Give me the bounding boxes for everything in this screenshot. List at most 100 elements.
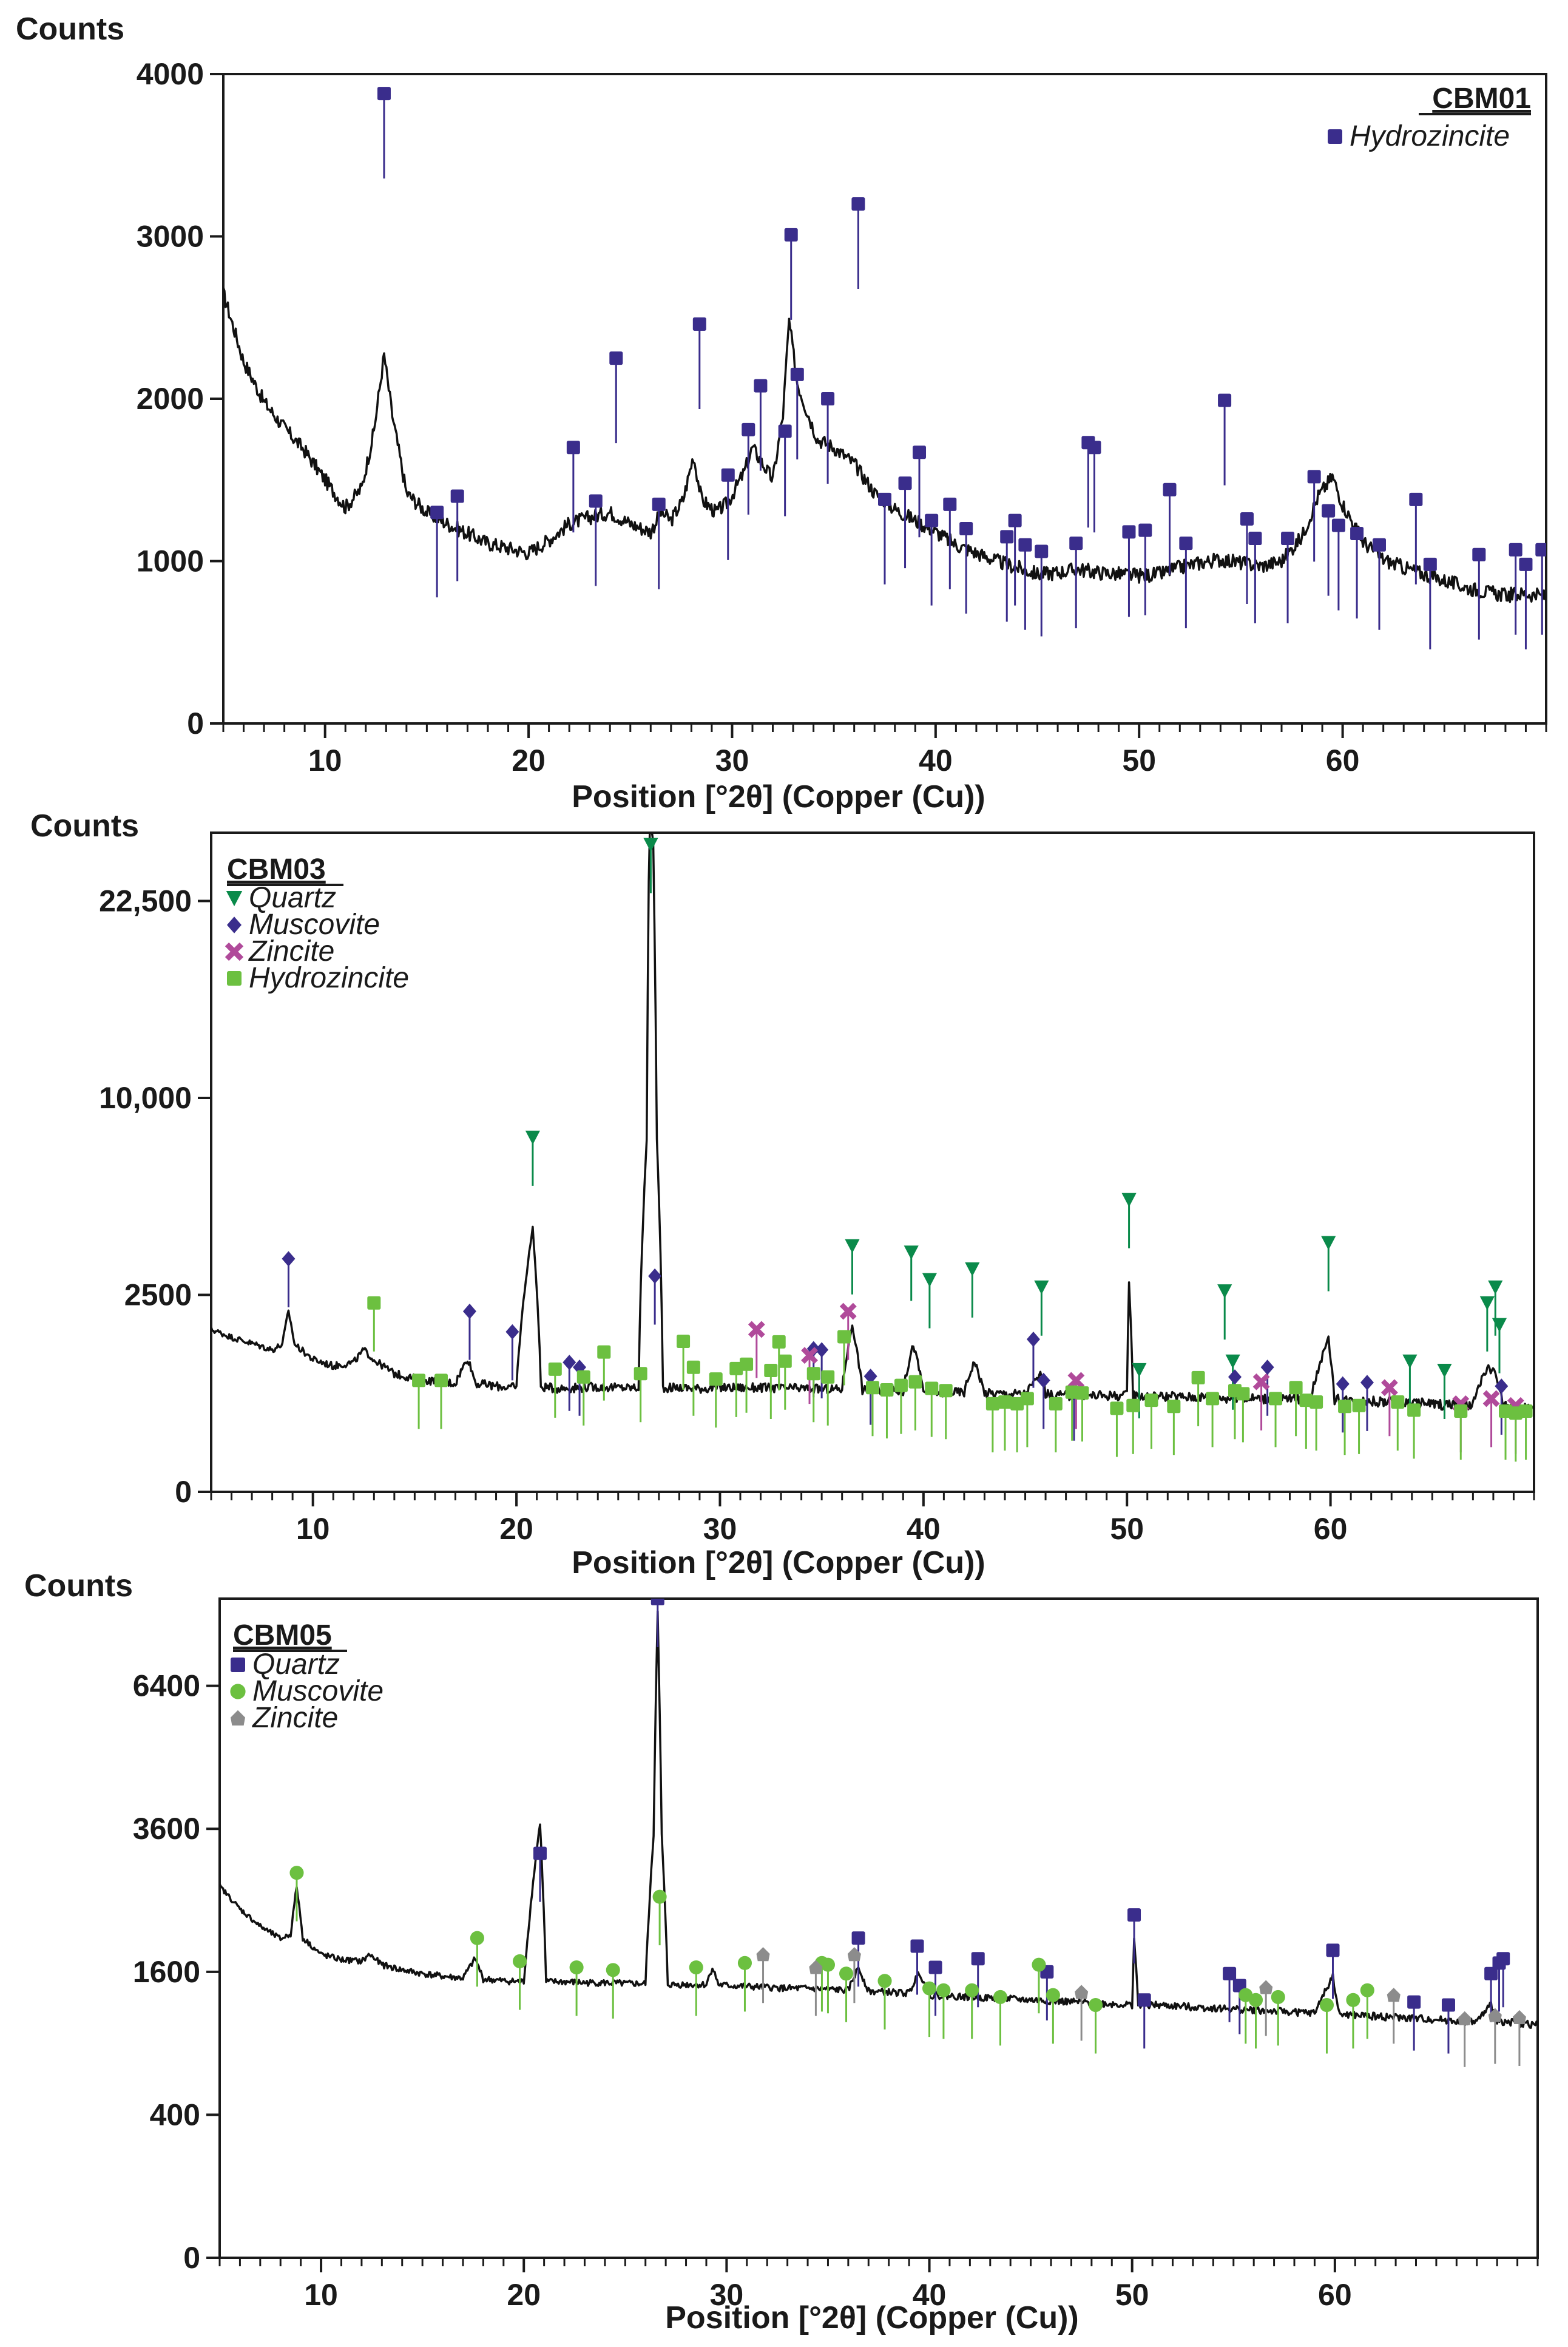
panel-label: CBM05	[233, 1619, 332, 1651]
peak-marker	[922, 1981, 937, 1996]
peak-marker	[1499, 1404, 1513, 1418]
peak-marker	[1409, 492, 1423, 506]
peak-marker	[1067, 1372, 1085, 1389]
peak-marker	[1191, 1370, 1205, 1384]
peak-marker	[548, 1362, 562, 1376]
legend-marker	[226, 891, 243, 907]
peak-marker	[377, 87, 391, 101]
peak-marker	[1217, 1284, 1232, 1299]
peak-marker	[821, 1370, 835, 1384]
peak-marker	[729, 1361, 743, 1375]
peak-marker	[1240, 512, 1254, 526]
peak-marker	[936, 1983, 951, 1997]
x-tick-label: 30	[710, 2278, 744, 2312]
peak-marker	[1179, 537, 1193, 550]
peak-marker	[1322, 504, 1336, 518]
peak-marker	[939, 1384, 953, 1398]
peak-marker	[1509, 1406, 1522, 1420]
peak-marker	[1309, 1395, 1323, 1409]
phase-series-zincite	[756, 1947, 1526, 2067]
peak-marker	[1454, 1404, 1468, 1418]
peak-marker	[1137, 1993, 1151, 2007]
peak-marker	[1269, 1392, 1283, 1406]
peak-marker	[845, 1239, 860, 1253]
legend-marker	[230, 1684, 246, 1699]
peak-marker	[1482, 1390, 1500, 1407]
peak-marker	[1121, 1193, 1137, 1207]
peak-marker	[925, 513, 939, 527]
x-tick-label: 40	[907, 1512, 941, 1546]
peak-marker	[1509, 543, 1522, 557]
y-axis-title: Counts	[16, 12, 124, 47]
peak-marker	[1391, 1395, 1405, 1409]
legend-marker	[231, 1710, 245, 1726]
x-tick-label: 50	[1110, 1512, 1144, 1546]
peak-marker	[576, 1370, 590, 1384]
peak-marker	[1126, 1398, 1140, 1412]
peak-marker	[1437, 1363, 1452, 1378]
peak-marker	[1008, 513, 1022, 527]
peak-marker	[1407, 1995, 1421, 2009]
legend-marker	[227, 916, 242, 933]
x-tick-label: 10	[296, 1512, 330, 1546]
peak-marker	[878, 492, 891, 506]
peak-marker	[450, 489, 464, 503]
peak-marker	[652, 1889, 667, 1904]
y-tick-label: 0	[183, 2241, 200, 2275]
panel-label: CBM03	[227, 853, 326, 886]
peak-marker	[686, 1360, 700, 1374]
peak-marker	[778, 1354, 792, 1368]
peak-marker	[1496, 1952, 1510, 1966]
peak-marker	[1458, 2011, 1472, 2025]
y-tick-label: 1600	[133, 1955, 200, 1989]
x-tick-label: 40	[919, 743, 953, 777]
x-tick-label: 10	[308, 743, 342, 777]
peak-marker	[412, 1373, 426, 1387]
peak-marker	[689, 1960, 703, 1975]
peak-marker	[1127, 1908, 1141, 1922]
peak-marker	[1331, 518, 1345, 532]
peak-marker	[289, 1866, 304, 1880]
peak-marker	[597, 1345, 611, 1359]
peak-marker	[1046, 1988, 1060, 2002]
x-axis-title: Position [°2θ] (Copper (Cu))	[572, 779, 985, 815]
phase-series-hydrozincite	[377, 87, 1546, 649]
x-tick-label: 10	[304, 2278, 338, 2312]
peak-marker	[754, 379, 768, 393]
y-tick-label: 2000	[137, 382, 204, 416]
legend-label: Muscovite	[249, 909, 380, 941]
peak-marker	[1441, 1998, 1455, 2012]
peak-marker	[1326, 1943, 1340, 1957]
peak-marker	[1350, 527, 1364, 541]
peak-marker	[1512, 2010, 1526, 2025]
peak-marker	[1380, 1379, 1398, 1397]
peak-marker	[648, 1268, 662, 1284]
peak-marker	[965, 1262, 980, 1276]
legend-label: Quartz	[249, 882, 336, 914]
peak-marker	[1065, 1385, 1079, 1399]
peak-marker	[877, 1974, 892, 1988]
peak-marker	[1034, 1280, 1049, 1295]
peak-marker	[1338, 1400, 1352, 1414]
peak-marker	[820, 1957, 836, 1972]
peak-marker	[692, 317, 706, 331]
y-axis-title: Counts	[24, 1568, 133, 1604]
peak-marker	[965, 1983, 979, 1997]
x-tick-label: 60	[1326, 743, 1360, 777]
peak-marker	[1122, 525, 1136, 539]
peak-marker	[1252, 1373, 1270, 1390]
peak-marker	[922, 1273, 938, 1287]
peak-marker	[282, 1251, 296, 1267]
peak-marker	[772, 1335, 786, 1349]
peak-marker	[894, 1378, 908, 1392]
peak-marker	[821, 392, 835, 405]
peak-marker	[815, 1342, 829, 1358]
plot-frame	[210, 831, 1535, 1493]
legend-label: Muscovite	[252, 1675, 384, 1707]
peak-marker	[1069, 537, 1083, 550]
peak-marker	[1423, 557, 1437, 571]
peak-marker	[1000, 530, 1014, 544]
peak-marker	[609, 351, 623, 365]
